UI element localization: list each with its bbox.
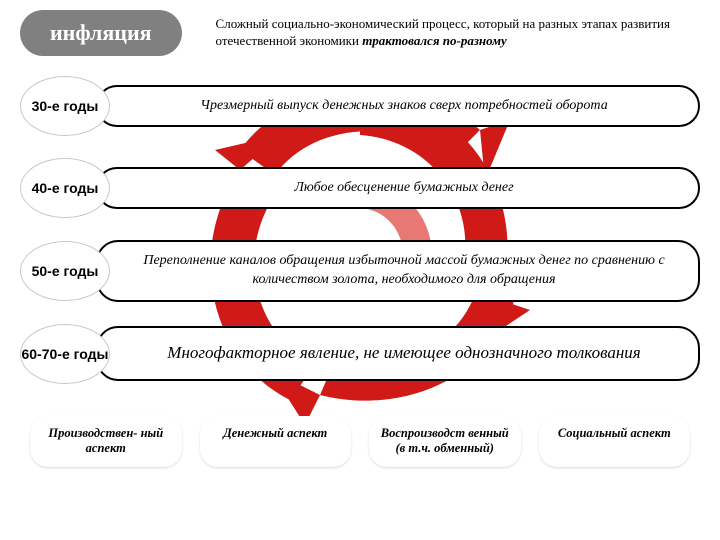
aspect-label: Воспроизводст венный (в т.ч. обменный) [381, 426, 509, 456]
year-label: 30-е годы [32, 98, 99, 114]
def-box: Многофакторное явление, не имеющее одноз… [96, 326, 700, 381]
aspect-bubble: Социальный аспект [539, 416, 691, 467]
def-text: Любое обесценение бумажных денег [294, 180, 513, 195]
year-ellipse: 40-е годы [20, 158, 110, 218]
def-row: 60-70-е годы Многофакторное явление, не … [20, 324, 700, 384]
year-ellipse: 50-е годы [20, 241, 110, 301]
def-text: Чрезмерный выпуск денежных знаков сверх … [200, 98, 607, 113]
subtitle-bubble: Сложный социально-экономический процесс,… [202, 10, 700, 56]
aspect-bubble: Производствен- ный аспект [30, 416, 182, 467]
def-row: 50-е годы Переполнение каналов обращения… [20, 240, 700, 302]
subtitle-em: трактовался по-разному [362, 33, 507, 48]
aspect-bubble: Денежный аспект [200, 416, 352, 467]
def-text: Многофакторное явление, не имеющее одноз… [167, 343, 640, 362]
definition-rows: 30-е годы Чрезмерный выпуск денежных зна… [0, 76, 720, 384]
def-box: Чрезмерный выпуск денежных знаков сверх … [96, 85, 700, 128]
title-pill: инфляция [20, 10, 182, 56]
year-label: 40-е годы [32, 180, 99, 196]
def-row: 30-е годы Чрезмерный выпуск денежных зна… [20, 76, 700, 136]
aspect-bubble: Воспроизводст венный (в т.ч. обменный) [369, 416, 521, 467]
year-ellipse: 60-70-е годы [20, 324, 110, 384]
def-text: Переполнение каналов обращения избыточно… [143, 253, 664, 287]
title-text: инфляция [50, 20, 152, 45]
year-ellipse: 30-е годы [20, 76, 110, 136]
aspect-label: Денежный аспект [223, 426, 327, 440]
aspect-label: Социальный аспект [558, 426, 671, 440]
year-label: 50-е годы [32, 263, 99, 279]
def-box: Любое обесценение бумажных денег [96, 167, 700, 210]
year-label: 60-70-е годы [21, 346, 108, 362]
def-box: Переполнение каналов обращения избыточно… [96, 240, 700, 302]
def-row: 40-е годы Любое обесценение бумажных ден… [20, 158, 700, 218]
aspect-label: Производствен- ный аспект [48, 426, 163, 456]
aspects-row: Производствен- ный аспект Денежный аспек… [0, 406, 720, 467]
